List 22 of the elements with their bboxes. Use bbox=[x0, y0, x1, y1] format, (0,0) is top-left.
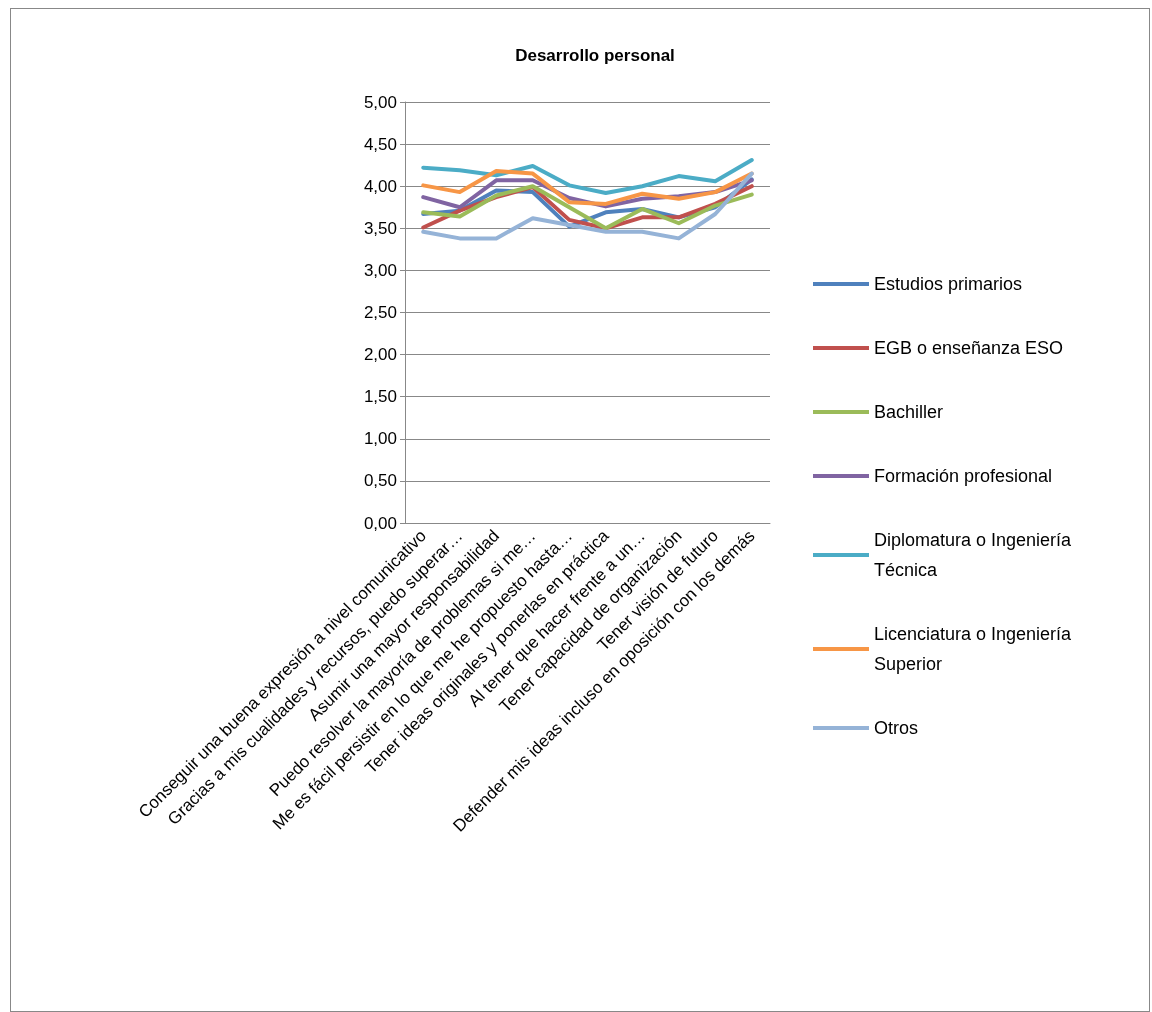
legend-label: Diplomatura o Ingeniería Técnica bbox=[874, 530, 1077, 580]
line-series bbox=[421, 169, 754, 206]
line-series bbox=[421, 171, 754, 241]
line-series bbox=[421, 158, 754, 195]
legend-label: Otros bbox=[874, 718, 919, 738]
y-tick-label: 3,50 bbox=[363, 218, 397, 238]
legend-label: EGB o enseñanza ESO bbox=[874, 338, 1064, 358]
y-tick-label: 5,00 bbox=[363, 92, 397, 112]
y-tick-label: 4,00 bbox=[363, 176, 397, 196]
y-tick-label: 3,00 bbox=[363, 260, 397, 280]
y-tick-label: 1,00 bbox=[363, 429, 397, 449]
legend-label: Licenciatura o Ingeniería Superior bbox=[874, 624, 1077, 674]
legend-label: Formación profesional bbox=[874, 466, 1053, 486]
chart-title: Desarrollo personal bbox=[515, 46, 675, 65]
legend-label: Estudios primarios bbox=[874, 274, 1023, 294]
y-tick-label: 1,50 bbox=[363, 387, 397, 407]
y-tick-label: 0,50 bbox=[363, 471, 397, 491]
y-tick-label: 4,50 bbox=[363, 134, 397, 154]
y-tick-label: 0,00 bbox=[363, 513, 397, 533]
y-tick-label: 2,50 bbox=[363, 303, 397, 322]
legend-label: Bachiller bbox=[874, 402, 944, 422]
y-tick-label: 2,00 bbox=[363, 345, 397, 365]
